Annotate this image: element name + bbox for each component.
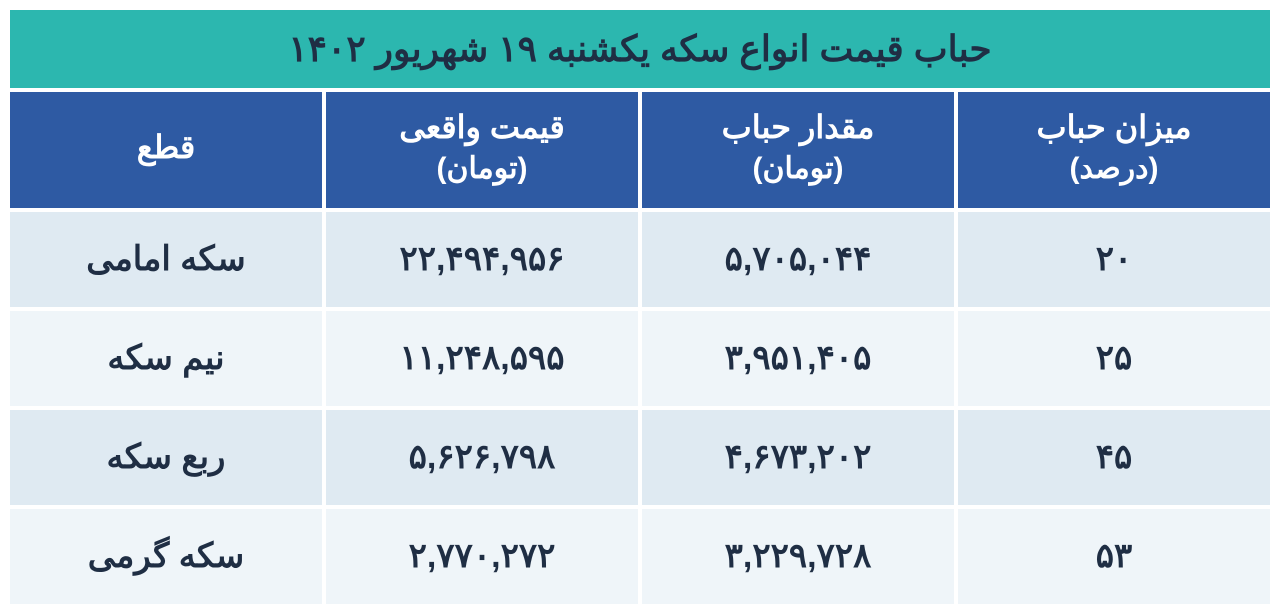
col-header-sub: (درصد): [1069, 149, 1158, 190]
cell-bubble-percent: ۵۳: [954, 509, 1270, 604]
cell-bubble-value: ۳,۹۵۱,۴۰۵: [638, 311, 954, 406]
coin-bubble-table: حباب قیمت انواع سکه یکشنبه ۱۹ شهریور ۱۴۰…: [8, 8, 1272, 606]
col-header-main: قطع: [137, 126, 196, 169]
table-header-row: میزان حباب (درصد) مقدار حباب (تومان) قیم…: [10, 92, 1270, 212]
cell-coin-name: سکه گرمی: [10, 509, 322, 604]
cell-real-price: ۲۲,۴۹۴,۹۵۶: [322, 212, 638, 307]
table-row: ۲۵ ۳,۹۵۱,۴۰۵ ۱۱,۲۴۸,۵۹۵ نیم سکه: [10, 311, 1270, 410]
cell-bubble-percent: ۲۵: [954, 311, 1270, 406]
cell-bubble-value: ۵,۷۰۵,۰۴۴: [638, 212, 954, 307]
col-header-bubble-value: مقدار حباب (تومان): [638, 92, 954, 208]
cell-bubble-value: ۳,۲۲۹,۷۲۸: [638, 509, 954, 604]
cell-real-price: ۱۱,۲۴۸,۵۹۵: [322, 311, 638, 406]
col-header-real-price: قیمت واقعی (تومان): [322, 92, 638, 208]
table-row: ۴۵ ۴,۶۷۳,۲۰۲ ۵,۶۲۶,۷۹۸ ربع سکه: [10, 410, 1270, 509]
cell-real-price: ۲,۷۷۰,۲۷۲: [322, 509, 638, 604]
col-header-sub: (تومان): [752, 149, 843, 190]
col-header-main: میزان حباب: [1036, 106, 1191, 149]
cell-bubble-percent: ۴۵: [954, 410, 1270, 505]
col-header-bubble-percent: میزان حباب (درصد): [954, 92, 1270, 208]
col-header-main: قیمت واقعی: [399, 106, 565, 149]
cell-real-price: ۵,۶۲۶,۷۹۸: [322, 410, 638, 505]
table-body: ۲۰ ۵,۷۰۵,۰۴۴ ۲۲,۴۹۴,۹۵۶ سکه امامی ۲۵ ۳,۹…: [10, 212, 1270, 604]
col-header-coin-type: قطع: [10, 92, 322, 208]
cell-coin-name: نیم سکه: [10, 311, 322, 406]
cell-coin-name: ربع سکه: [10, 410, 322, 505]
table-row: ۵۳ ۳,۲۲۹,۷۲۸ ۲,۷۷۰,۲۷۲ سکه گرمی: [10, 509, 1270, 604]
col-header-main: مقدار حباب: [722, 106, 875, 149]
cell-bubble-value: ۴,۶۷۳,۲۰۲: [638, 410, 954, 505]
col-header-sub: (تومان): [436, 149, 527, 190]
cell-coin-name: سکه امامی: [10, 212, 322, 307]
table-row: ۲۰ ۵,۷۰۵,۰۴۴ ۲۲,۴۹۴,۹۵۶ سکه امامی: [10, 212, 1270, 311]
table-title: حباب قیمت انواع سکه یکشنبه ۱۹ شهریور ۱۴۰…: [10, 10, 1270, 92]
cell-bubble-percent: ۲۰: [954, 212, 1270, 307]
